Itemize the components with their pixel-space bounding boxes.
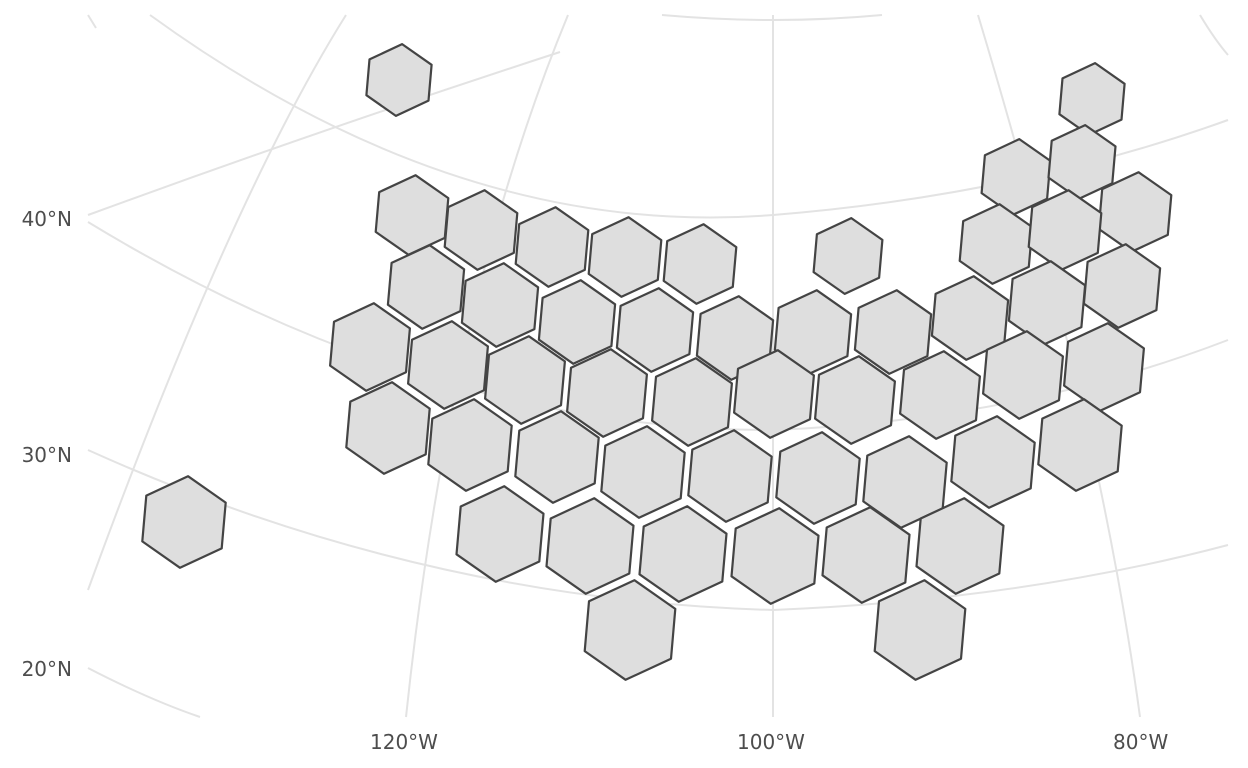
hex-tile-45 [545,497,635,595]
hex-tile-22 [930,275,1010,361]
hex-tile-15 [386,244,466,330]
tick-label-lon-100w: 100°W [737,730,805,754]
hex-tile-38 [687,429,773,523]
graticule-lon-70 [1199,14,1229,56]
graticule-lat-30 [87,449,1229,612]
tick-label-lon-80w: 80°W [1113,730,1169,754]
hex-tile-16 [460,262,540,348]
hex-tile-8 [514,206,590,288]
hex-tile-47 [730,507,820,605]
hex-tile-2 [1058,61,1126,136]
hex-tile-46 [638,505,728,603]
hex-tile-51 [873,579,967,681]
hex-tile-28 [650,357,734,447]
hex-tile-24 [329,302,411,392]
hex-tile-37 [600,425,686,519]
hex-tile-27 [565,348,649,438]
hex-tile-49 [915,497,1005,595]
hex-tile-29 [732,349,816,439]
hex-tiles [141,42,1173,681]
hex-tile-33 [1062,322,1146,412]
hex-tile-25 [407,320,489,410]
hex-tile-19 [695,295,775,381]
graticule-lat-20 [87,667,201,718]
hex-tile-12 [958,203,1034,285]
hex-tile-32 [981,330,1065,420]
hex-tile-39 [775,431,861,525]
tick-label-lat-30: 30°N [21,443,72,467]
hex-tile-31 [898,350,982,440]
graticule-lon-120 [87,14,347,591]
hex-tile-10 [662,223,738,305]
hex-tile-43 [141,475,227,569]
tick-label-lat-20: 20°N [21,657,72,681]
hex-tile-50 [583,579,677,681]
hex-tile-18 [615,287,695,373]
hex-tile-36 [514,410,600,504]
tick-label-lat-40: 40°N [21,207,72,231]
hex-tile-17 [537,279,617,365]
graticule-lon-130 [87,14,97,29]
hex-tile-44 [455,485,545,583]
hex-tile-42 [1037,398,1123,492]
hex-tile-7 [443,189,519,271]
hex-tile-35 [427,398,513,492]
hex-tile-9 [587,216,663,298]
hex-tile-1 [365,42,433,118]
hex-tile-26 [484,335,567,425]
hex-tile-41 [950,415,1036,509]
hex-tile-21 [853,289,933,375]
graticule-lat-40 [87,51,561,216]
hex-tile-6 [374,174,450,256]
hex-tile-11 [812,217,884,295]
hex-tile-14 [1082,243,1162,329]
hex-tile-34 [345,381,431,475]
hex-tile-30 [813,355,897,445]
hex-tile-48 [821,506,911,604]
tick-label-lon-120w: 120°W [370,730,438,754]
hex-tile-23 [1007,260,1087,346]
